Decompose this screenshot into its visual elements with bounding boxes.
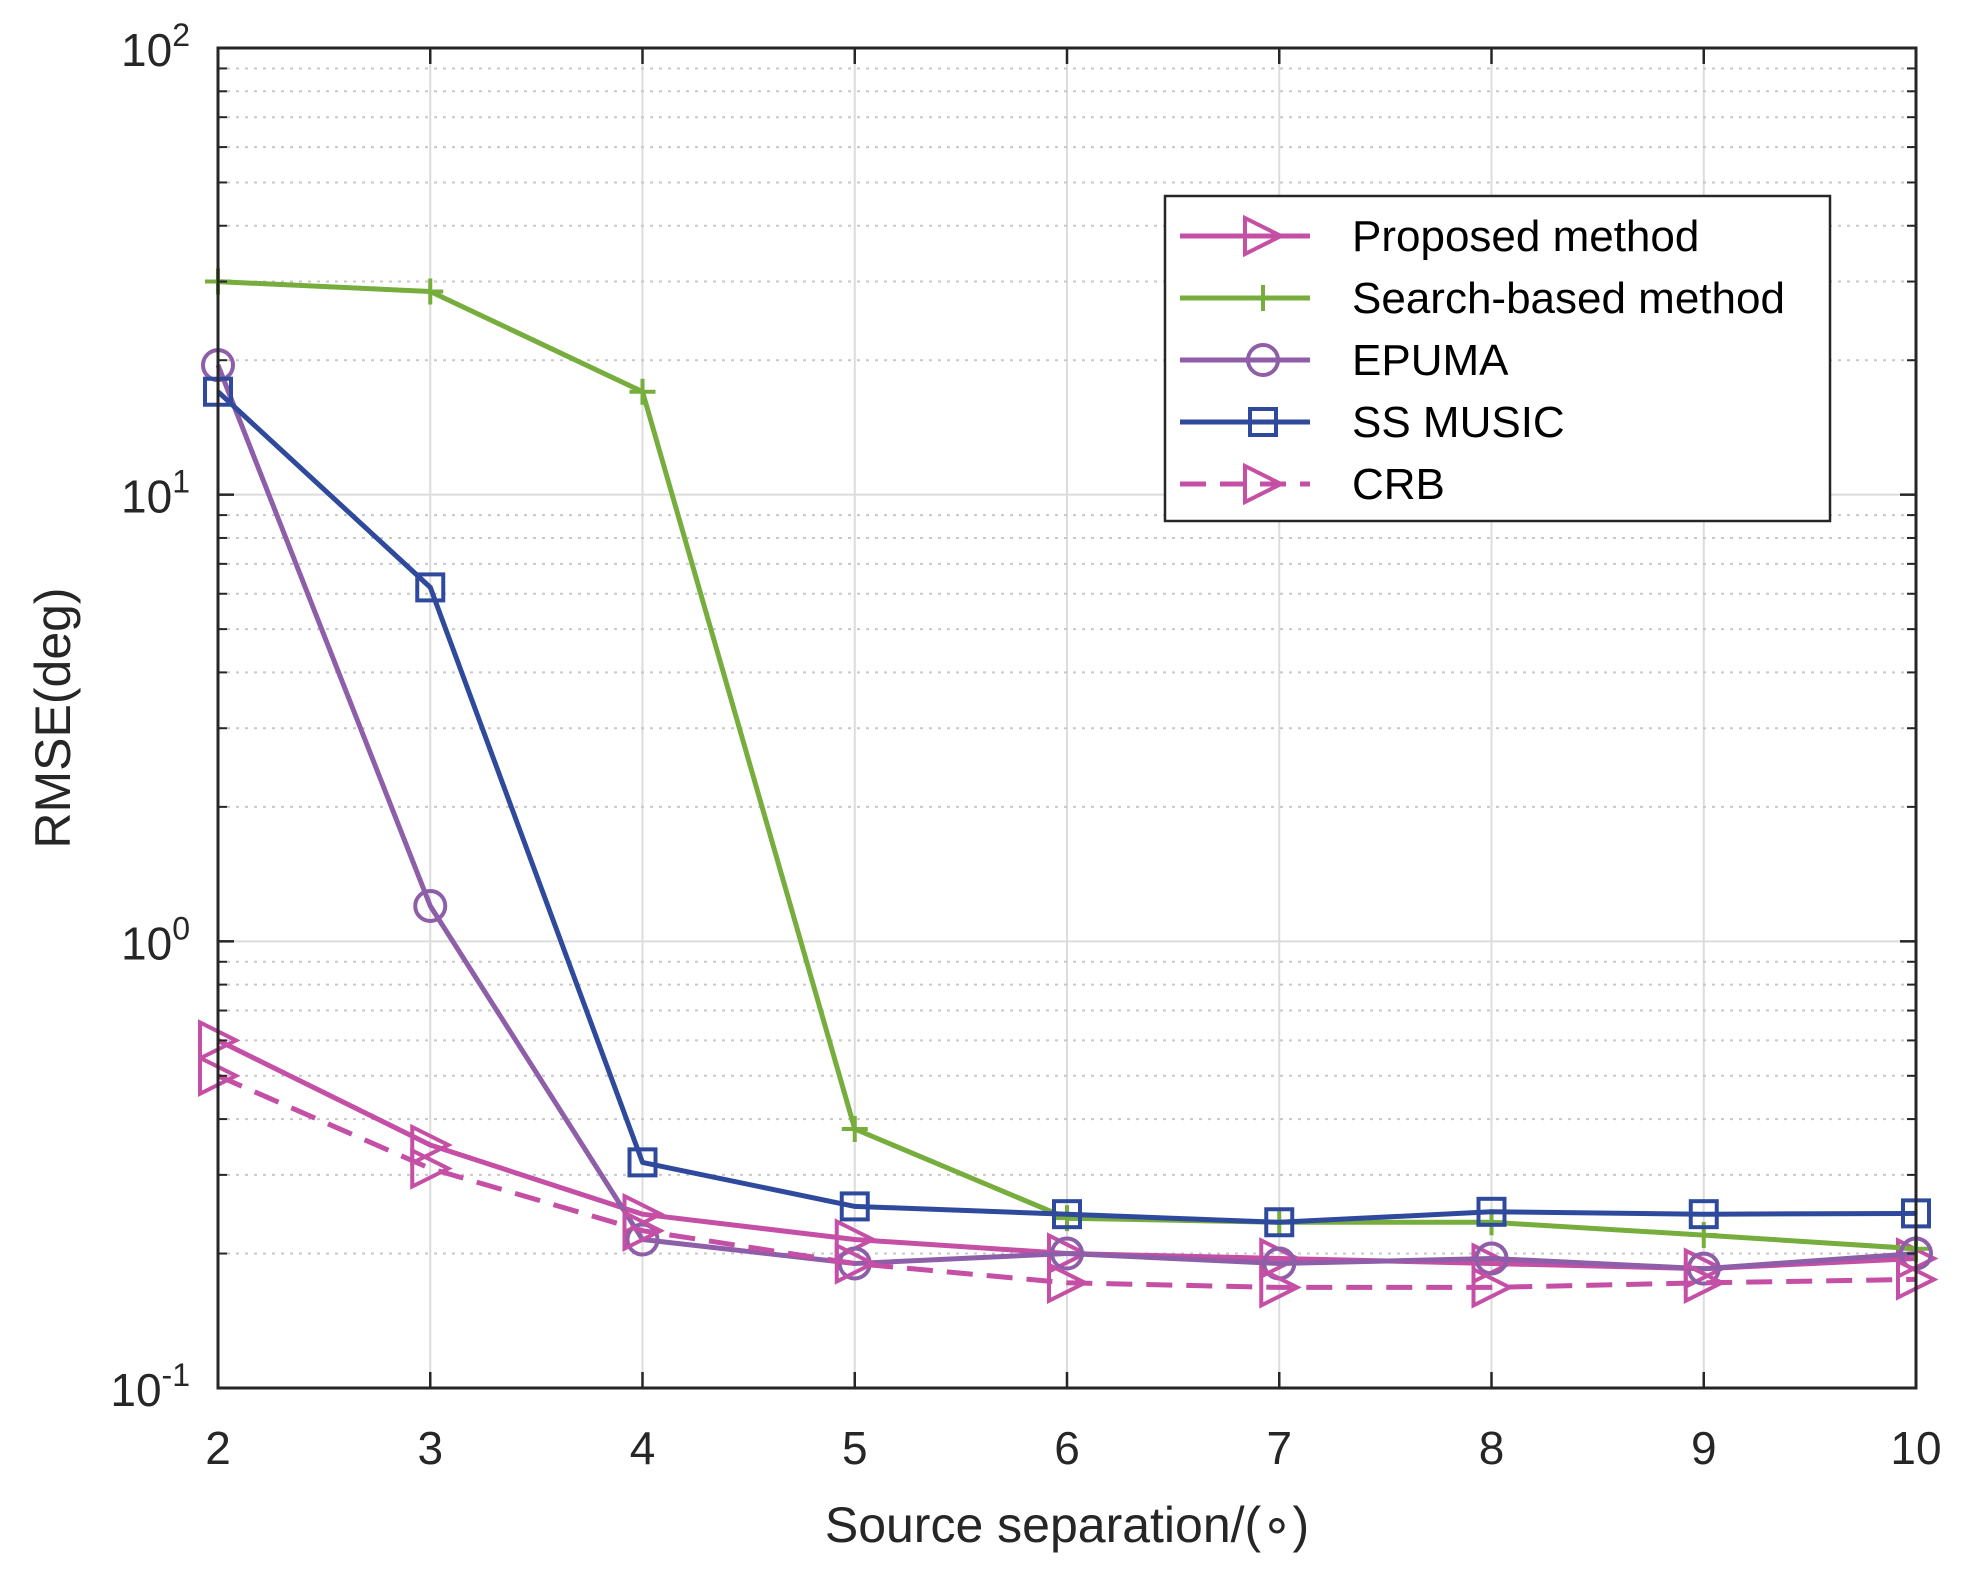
legend-label: Search-based method <box>1352 274 1785 323</box>
x-tick-label: 9 <box>1691 1422 1717 1474</box>
x-tick-label: 3 <box>417 1422 443 1474</box>
series-line <box>216 389 1917 1225</box>
series-ss-music <box>203 376 1931 1238</box>
x-tick-label: 10 <box>1890 1422 1941 1474</box>
marker-triangle <box>834 1242 878 1285</box>
legend-label: CRB <box>1352 460 1445 509</box>
marker-square <box>1052 1199 1082 1230</box>
x-tick-label: 5 <box>842 1422 868 1474</box>
marker-square <box>1264 1207 1295 1238</box>
x-tick-label: 8 <box>1479 1422 1505 1474</box>
marker-triangle <box>622 1209 665 1252</box>
legend-entry: EPUMA <box>1180 336 1509 385</box>
marker-plus <box>629 378 656 405</box>
marker-circle <box>1050 1236 1084 1271</box>
legend: Proposed method Search-based method EPUMA S… <box>1163 194 1832 523</box>
series-line <box>215 364 1917 1272</box>
x-tick-label: 4 <box>630 1422 656 1474</box>
y-tick-label: 101 <box>121 464 190 523</box>
x-tick-label: 6 <box>1054 1422 1080 1474</box>
marker-square <box>1476 1196 1507 1227</box>
legend-entry: Proposed method <box>1180 212 1699 261</box>
y-tick-label: 102 <box>121 17 190 76</box>
legend-entry: SS MUSIC <box>1180 398 1565 447</box>
y-tick-label: 100 <box>121 910 190 969</box>
marker-triangle <box>1471 1266 1514 1309</box>
marker-square <box>415 572 446 603</box>
series-crb <box>198 1054 1939 1309</box>
legend-box <box>1163 194 1832 523</box>
marker-circle <box>1686 1251 1721 1286</box>
x-tick-label: 7 <box>1266 1422 1292 1474</box>
x-tick-labels: 2 3 4 5 6 7 8 9 10 <box>205 1422 1941 1474</box>
marker-plus <box>417 278 444 305</box>
marker-circle <box>1246 343 1280 377</box>
marker-plus <box>1250 285 1276 311</box>
marker-circle <box>1474 1241 1509 1276</box>
marker-circle <box>413 888 448 923</box>
marker-square <box>839 1191 870 1222</box>
marker-square <box>1688 1199 1719 1230</box>
legend-label: SS MUSIC <box>1352 398 1565 447</box>
y-tick-label: 10-1 <box>110 1357 190 1416</box>
ticks <box>216 46 1918 1390</box>
marker-triangle <box>1243 462 1286 506</box>
x-axis-title: Source separation/(∘) <box>825 1497 1309 1553</box>
marker-triangle <box>1683 1261 1727 1305</box>
marker-plus <box>841 1116 868 1143</box>
marker-triangle <box>1243 214 1286 258</box>
marker-triangle <box>1259 1266 1302 1309</box>
marker-square <box>627 1147 658 1178</box>
series-line <box>216 1073 1917 1290</box>
x-tick-label: 2 <box>205 1422 231 1474</box>
marker-triangle <box>410 1147 453 1190</box>
y-axis-title: RMSE(deg) <box>25 587 81 848</box>
marker-circle <box>625 1222 660 1257</box>
legend-entry: Search-based method <box>1180 274 1785 323</box>
legend-label: EPUMA <box>1352 336 1509 385</box>
y-tick-labels: 10-1 100 101 102 <box>110 17 190 1416</box>
legend-entry: CRB <box>1180 460 1445 509</box>
marker-triangle <box>410 1123 453 1167</box>
legend-label: Proposed method <box>1352 212 1699 261</box>
series-layer <box>198 268 1939 1309</box>
marker-square <box>1248 407 1278 437</box>
marker-triangle <box>1047 1261 1090 1305</box>
